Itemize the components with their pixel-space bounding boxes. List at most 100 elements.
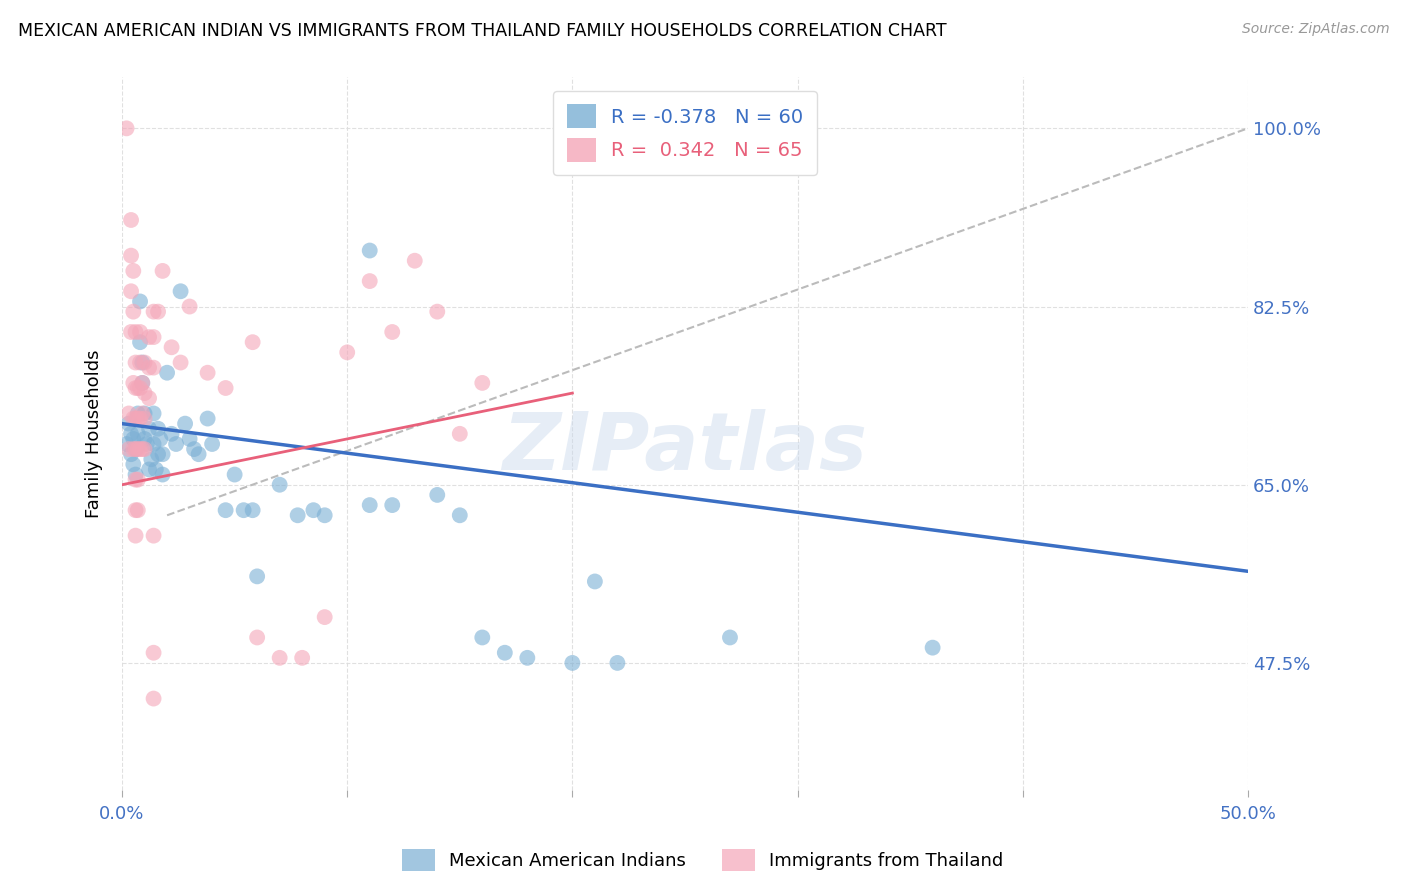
Point: [122, 458, 145, 472]
Point: [122, 442, 145, 456]
Point: [127, 407, 149, 421]
Point: [336, 345, 359, 359]
Point: [127, 442, 149, 456]
Point: [127, 426, 149, 441]
Point: [160, 340, 183, 354]
Point: [179, 300, 201, 314]
Point: [115, 437, 138, 451]
Point: [124, 442, 146, 456]
Point: [120, 426, 142, 441]
Point: [142, 646, 165, 660]
Point: [138, 330, 160, 344]
Point: [426, 488, 449, 502]
Point: [146, 447, 169, 461]
Point: [134, 355, 156, 369]
Point: [122, 304, 145, 318]
Point: [359, 498, 381, 512]
Point: [124, 411, 146, 425]
Point: [122, 264, 145, 278]
Point: [118, 407, 141, 421]
Point: [174, 417, 197, 431]
Point: [122, 432, 145, 446]
Point: [291, 650, 314, 665]
Point: [197, 411, 219, 425]
Point: [183, 442, 205, 456]
Text: ZIPatlas: ZIPatlas: [502, 409, 868, 487]
Point: [122, 411, 145, 425]
Point: [302, 503, 325, 517]
Point: [129, 381, 152, 395]
Point: [718, 631, 741, 645]
Point: [118, 417, 141, 431]
Point: [129, 442, 152, 456]
Point: [471, 631, 494, 645]
Point: [142, 691, 165, 706]
Point: [120, 447, 142, 461]
Point: [179, 432, 201, 446]
Point: [142, 437, 165, 451]
Point: [583, 574, 606, 589]
Point: [120, 249, 142, 263]
Point: [124, 325, 146, 339]
Point: [246, 631, 269, 645]
Point: [129, 335, 152, 350]
Point: [449, 508, 471, 523]
Point: [124, 473, 146, 487]
Point: [131, 355, 153, 369]
Point: [131, 376, 153, 390]
Point: [124, 467, 146, 482]
Point: [134, 442, 156, 456]
Point: [152, 264, 174, 278]
Point: [131, 407, 153, 421]
Point: [381, 498, 404, 512]
Point: [134, 407, 156, 421]
Point: [359, 244, 381, 258]
Point: [138, 391, 160, 405]
Point: [287, 508, 309, 523]
Point: [131, 442, 153, 456]
Point: [146, 304, 169, 318]
Point: [187, 447, 209, 461]
Point: [169, 285, 191, 299]
Point: [242, 503, 264, 517]
Point: [516, 650, 538, 665]
Point: [118, 442, 141, 456]
Point: [138, 462, 160, 476]
Point: [146, 422, 169, 436]
Point: [561, 656, 583, 670]
Point: [160, 426, 183, 441]
Point: [124, 503, 146, 517]
Point: [142, 407, 165, 421]
Point: [201, 437, 224, 451]
Point: [142, 330, 165, 344]
Point: [115, 121, 138, 136]
Point: [314, 508, 336, 523]
Point: [359, 274, 381, 288]
Point: [122, 376, 145, 390]
Point: [124, 381, 146, 395]
Point: [165, 437, 187, 451]
Point: [141, 452, 163, 467]
Point: [214, 503, 236, 517]
Legend: Mexican American Indians, Immigrants from Thailand: Mexican American Indians, Immigrants fro…: [395, 842, 1011, 879]
Point: [120, 325, 142, 339]
Point: [135, 437, 157, 451]
Point: [246, 569, 269, 583]
Point: [129, 411, 152, 425]
Point: [145, 462, 167, 476]
Text: Source: ZipAtlas.com: Source: ZipAtlas.com: [1241, 22, 1389, 37]
Point: [127, 411, 149, 425]
Point: [152, 447, 174, 461]
Text: MEXICAN AMERICAN INDIAN VS IMMIGRANTS FROM THAILAND FAMILY HOUSEHOLDS CORRELATIO: MEXICAN AMERICAN INDIAN VS IMMIGRANTS FR…: [18, 22, 946, 40]
Point: [134, 432, 156, 446]
Point: [138, 422, 160, 436]
Point: [124, 355, 146, 369]
Point: [494, 646, 516, 660]
Point: [197, 366, 219, 380]
Point: [426, 304, 449, 318]
Legend: R = -0.378   N = 60, R =  0.342   N = 65: R = -0.378 N = 60, R = 0.342 N = 65: [553, 91, 817, 175]
Point: [214, 381, 236, 395]
Point: [134, 386, 156, 401]
Point: [120, 213, 142, 227]
Point: [127, 503, 149, 517]
